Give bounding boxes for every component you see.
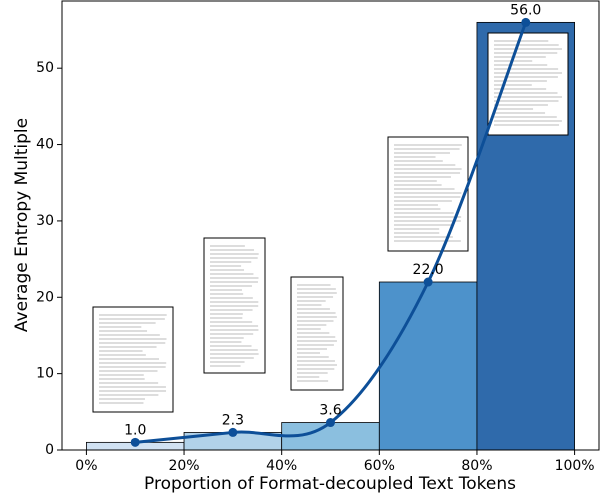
y-tick-label: 0 [45,442,54,458]
point [228,427,238,437]
x-tick-label: 80% [461,458,492,474]
point [326,418,335,428]
plot-frame [61,0,600,451]
value-label: 3.6 [319,403,341,419]
document-thumbnail [487,32,569,136]
value-label: 22.0 [413,262,444,278]
x-tick-label: 40% [266,458,297,474]
point [130,437,140,447]
x-tick-label: 20% [168,458,199,474]
x-tick-label: 100% [555,458,595,474]
document-thumbnail [387,136,469,252]
y-axis-label: Average Entropy Multiple [12,118,32,332]
trend-line [135,21,528,444]
x-axis-label: Proportion of Format-decoupled Text Toke… [144,474,516,494]
thumbnail-page [487,32,569,136]
value-label: 2.3 [222,412,244,428]
document-thumbnail [203,237,266,374]
bar [378,281,478,451]
document-thumbnail [290,276,344,391]
point [423,277,433,287]
y-tick-label: 30 [36,213,54,229]
value-label: 1.0 [124,422,146,438]
y-tick-label: 20 [36,289,54,305]
x-tick-label: 0% [75,458,97,474]
y-tick-label: 40 [36,137,54,153]
document-thumbnail [92,306,174,413]
thumbnail-page [387,136,469,252]
y-tick-label: 50 [36,60,54,76]
value-label: 56.0 [510,2,541,18]
x-tick-label: 60% [364,458,395,474]
y-tick-label: 10 [36,366,54,382]
point [521,17,531,27]
